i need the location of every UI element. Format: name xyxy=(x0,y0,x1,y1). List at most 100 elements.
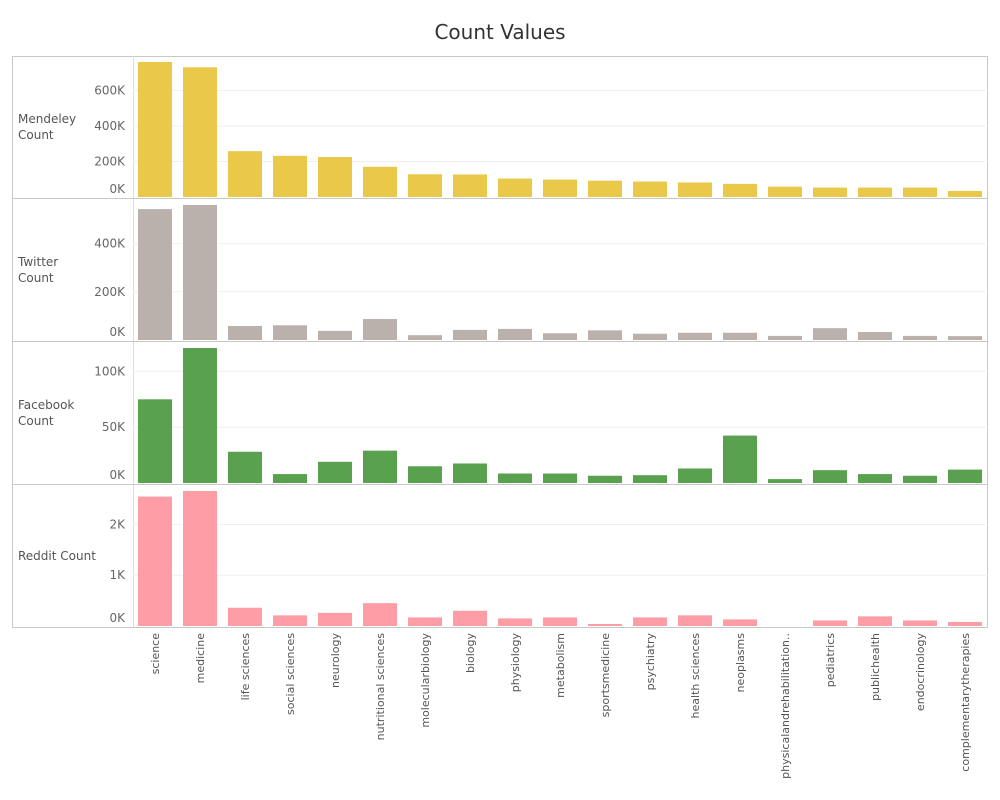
series-label: Reddit Count xyxy=(18,549,96,563)
y-tick-label: 50K xyxy=(102,420,126,434)
series-label: Count xyxy=(18,128,54,142)
bar xyxy=(678,332,712,340)
x-category-label: life sciences xyxy=(239,633,252,701)
bar xyxy=(813,620,847,626)
bar xyxy=(768,186,802,197)
x-category-label: medicine xyxy=(194,633,207,684)
bar xyxy=(948,621,982,626)
x-category-label: neurology xyxy=(329,633,342,688)
bar xyxy=(453,174,487,197)
bar xyxy=(588,623,622,626)
y-tick-label: 0K xyxy=(109,182,126,196)
bar xyxy=(813,328,847,340)
bar xyxy=(498,328,532,340)
y-tick-label: 0K xyxy=(109,325,126,339)
bar xyxy=(453,610,487,626)
bar xyxy=(138,496,172,626)
bar xyxy=(363,166,397,197)
bar xyxy=(138,209,172,340)
bar xyxy=(723,435,757,483)
bar xyxy=(408,174,442,197)
x-category-label: physiology xyxy=(509,633,522,693)
bar xyxy=(858,616,892,626)
bar xyxy=(363,319,397,340)
bar xyxy=(408,617,442,626)
bar xyxy=(723,183,757,197)
bar xyxy=(723,619,757,626)
bar xyxy=(903,187,937,197)
bar xyxy=(183,491,217,626)
x-category-label: molecularbiology xyxy=(419,633,432,728)
bar xyxy=(948,336,982,340)
y-tick-label: 0K xyxy=(109,611,126,625)
bar xyxy=(678,615,712,626)
bar xyxy=(723,332,757,340)
bar xyxy=(543,473,577,483)
bar xyxy=(678,468,712,483)
y-tick-label: 400K xyxy=(94,119,126,133)
bar xyxy=(858,474,892,483)
x-category-label: social sciences xyxy=(284,633,297,715)
y-tick-label: 1K xyxy=(109,568,126,582)
bar xyxy=(318,330,352,340)
bar xyxy=(228,151,262,197)
bar xyxy=(228,607,262,626)
x-category-label: complementarytherapies xyxy=(959,633,972,772)
bar xyxy=(588,475,622,483)
bar xyxy=(588,180,622,197)
x-category-label: publichealth xyxy=(869,633,882,701)
bar xyxy=(273,155,307,197)
bar xyxy=(858,332,892,340)
x-category-label: endocrinology xyxy=(914,633,927,712)
y-tick-label: 600K xyxy=(94,83,126,97)
bar xyxy=(768,479,802,483)
bar xyxy=(183,67,217,197)
y-tick-label: 100K xyxy=(94,364,126,378)
bar xyxy=(948,469,982,483)
bar xyxy=(498,618,532,626)
bar xyxy=(318,612,352,626)
bar xyxy=(318,157,352,197)
bar xyxy=(633,181,667,197)
bar xyxy=(273,474,307,483)
x-category-label: sportsmedicine xyxy=(599,633,612,718)
bar xyxy=(183,348,217,483)
bar xyxy=(633,617,667,626)
bar xyxy=(813,470,847,483)
chart-title: Count Values xyxy=(434,20,566,44)
series-label: Count xyxy=(18,271,54,285)
bar xyxy=(228,451,262,483)
bar xyxy=(903,475,937,483)
bar xyxy=(138,62,172,197)
bar xyxy=(498,473,532,483)
x-category-label: biology xyxy=(464,633,477,674)
y-tick-label: 0K xyxy=(109,468,126,482)
bar xyxy=(633,475,667,483)
bar xyxy=(813,187,847,197)
bar xyxy=(903,335,937,340)
bar xyxy=(633,333,667,340)
bar xyxy=(543,179,577,197)
bar xyxy=(453,329,487,340)
bar xyxy=(138,399,172,483)
x-category-label: neoplasms xyxy=(734,633,747,693)
series-label: Facebook xyxy=(18,398,74,412)
x-category-label: metabolism xyxy=(554,633,567,698)
series-label: Twitter xyxy=(17,255,58,269)
y-tick-label: 200K xyxy=(94,285,126,299)
bar xyxy=(273,615,307,626)
series-label: Count xyxy=(18,414,54,428)
bar xyxy=(858,187,892,197)
bar xyxy=(498,178,532,197)
x-category-label: nutritional sciences xyxy=(374,633,387,741)
x-category-label: health sciences xyxy=(689,633,702,719)
y-tick-label: 400K xyxy=(94,237,126,251)
bar xyxy=(543,333,577,340)
bar xyxy=(408,466,442,483)
x-category-label: physicalandrehabilitation.. xyxy=(779,633,792,779)
bar xyxy=(768,335,802,340)
x-category-label: psychiatry xyxy=(644,633,657,691)
bar xyxy=(588,330,622,340)
bar xyxy=(183,205,217,340)
